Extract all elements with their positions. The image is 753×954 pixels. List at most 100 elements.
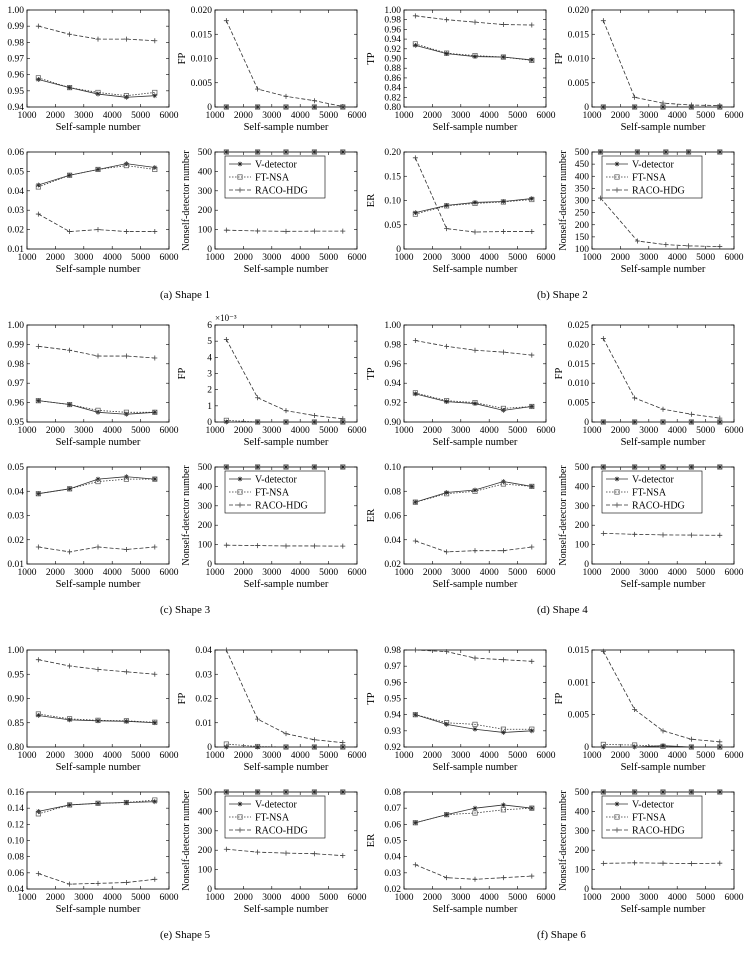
x-tick-label: 1000	[583, 568, 602, 578]
series-line-raco-hdg	[226, 848, 343, 857]
y-tick-label: 0.07	[384, 804, 401, 814]
series-line-raco-hdg	[415, 864, 532, 880]
data-point-raco-hdg	[283, 850, 289, 856]
legend-marker	[237, 814, 243, 820]
legend-label: RACO-HDG	[255, 826, 308, 837]
data-point-v-detector	[412, 43, 418, 48]
y-tick-label: 0.99	[7, 340, 24, 350]
data-point-ft-nsa	[152, 797, 158, 803]
y-tick-label: 0.86	[384, 74, 401, 84]
chart-s1-nd: 0 100 200 300 400 500 1000 2000 3000 4000 5000 6000…	[181, 148, 367, 275]
series-line-ft-nsa	[38, 400, 155, 413]
y-tick-label: 1.00	[7, 646, 24, 656]
data-point-ft-nsa	[529, 483, 535, 489]
data-point-ft-nsa	[311, 419, 317, 425]
legend: V-detector FT-NSA RACO-HDG	[601, 155, 703, 199]
x-tick-label: 2000	[423, 253, 442, 263]
x-tick-label: 2000	[46, 751, 65, 761]
x-tick-label: 6000	[537, 426, 556, 436]
plot-frame	[26, 649, 170, 748]
data-point-raco-hdg	[634, 238, 640, 244]
y-tick-label: 0.02	[195, 695, 212, 705]
data-point-v-detector	[283, 464, 289, 470]
y-tick-label: 0.10	[7, 837, 24, 847]
y-tick-label: 0.94	[384, 379, 401, 389]
data-point-v-detector	[35, 77, 41, 82]
x-axis-label: Self-sample number	[433, 904, 518, 915]
data-point-v-detector	[501, 802, 506, 808]
y-tick-label: 100	[575, 866, 590, 876]
x-axis-label: Self-sample number	[56, 264, 141, 275]
data-point-ft-nsa	[688, 419, 694, 425]
data-point-raco-hdg	[412, 155, 418, 161]
data-point-v-detector	[444, 721, 449, 727]
chart-s6-er: 0.02 0.03 0.04 0.05 0.06 0.07 0.08 1000 2000 3000…	[366, 788, 556, 915]
series-line-raco-hdg	[603, 862, 720, 864]
data-point-v-detector	[340, 744, 346, 750]
x-tick-label: 2000	[234, 253, 253, 263]
legend-marker	[614, 489, 620, 495]
y-tick-label: 100	[575, 541, 590, 551]
y-tick-label: 0.06	[7, 869, 24, 879]
y-tick-label: 0.020	[191, 6, 213, 16]
data-point-raco-hdg	[444, 17, 450, 23]
data-point-ft-nsa	[717, 744, 723, 750]
data-point-v-detector	[444, 490, 449, 495]
chart-s5-er: 0.04 0.06 0.08 0.10 0.12 0.14 0.16 1000 2000 3000…	[7, 788, 178, 915]
y-tick-label: 1	[207, 402, 212, 412]
x-tick-label: 2000	[234, 751, 253, 761]
x-tick-label: 4000	[103, 253, 122, 263]
data-point-v-detector	[412, 820, 418, 826]
y-tick-label: 0.96	[7, 399, 24, 409]
data-point-ft-nsa	[600, 741, 606, 747]
legend-marker	[237, 476, 243, 482]
y-tick-label: 0.03	[195, 670, 212, 680]
y-tick-label: 0.04	[384, 853, 401, 863]
data-point-ft-nsa	[340, 149, 346, 155]
y-tick-label: 0.82	[384, 93, 401, 103]
data-point-raco-hdg	[472, 876, 478, 882]
x-axis-label: Self-sample number	[244, 122, 329, 133]
y-tick-label: 0.92	[384, 743, 401, 753]
y-axis-label: Nonself-detector number	[558, 465, 569, 566]
data-point-v-detector	[444, 202, 449, 208]
y-tick-label: 0.01	[7, 245, 24, 255]
x-tick-label: 1000	[206, 893, 225, 903]
x-axis-label: Self-sample number	[244, 264, 329, 275]
x-tick-label: 6000	[348, 751, 367, 761]
caption-shape-1: (a) Shape 1	[160, 289, 211, 301]
data-point-raco-hdg	[529, 352, 535, 358]
data-point-raco-hdg	[340, 104, 346, 110]
data-point-raco-hdg	[688, 736, 694, 742]
data-point-raco-hdg	[500, 548, 506, 554]
data-point-ft-nsa	[311, 464, 317, 470]
y-tick-label: 400	[198, 167, 213, 177]
data-point-raco-hdg	[600, 336, 606, 342]
x-tick-label: 2000	[46, 253, 65, 263]
y-tick-label: 300	[198, 187, 213, 197]
x-axis-label: Self-sample number	[433, 437, 518, 448]
data-point-ft-nsa	[472, 53, 478, 59]
y-axis-label: Nonself-detector number	[558, 790, 569, 891]
x-tick-label: 4000	[668, 893, 687, 903]
y-tick-label: 0.84	[384, 84, 401, 94]
y-tick-label: 300	[198, 827, 213, 837]
chart-s1-fp: 0 0.005 0.010 0.015 0.020 1000 2000 3000 4000 500…	[177, 6, 367, 133]
data-point-raco-hdg	[95, 36, 101, 42]
x-tick-label: 4000	[103, 426, 122, 436]
series-line-ft-nsa	[38, 478, 155, 495]
data-point-ft-nsa	[660, 789, 666, 795]
series-line-ft-nsa	[38, 713, 155, 723]
data-point-raco-hdg	[717, 244, 723, 250]
x-tick-label: 3000	[451, 426, 470, 436]
data-point-raco-hdg	[283, 93, 289, 99]
x-tick-label: 6000	[348, 111, 367, 121]
data-point-v-detector	[717, 744, 723, 750]
data-point-v-detector	[501, 730, 506, 735]
data-point-raco-hdg	[152, 38, 158, 44]
caption-shape-2: (b) Shape 2	[537, 289, 588, 301]
data-point-ft-nsa	[152, 476, 158, 482]
data-point-ft-nsa	[412, 41, 418, 47]
data-point-v-detector	[472, 401, 478, 406]
